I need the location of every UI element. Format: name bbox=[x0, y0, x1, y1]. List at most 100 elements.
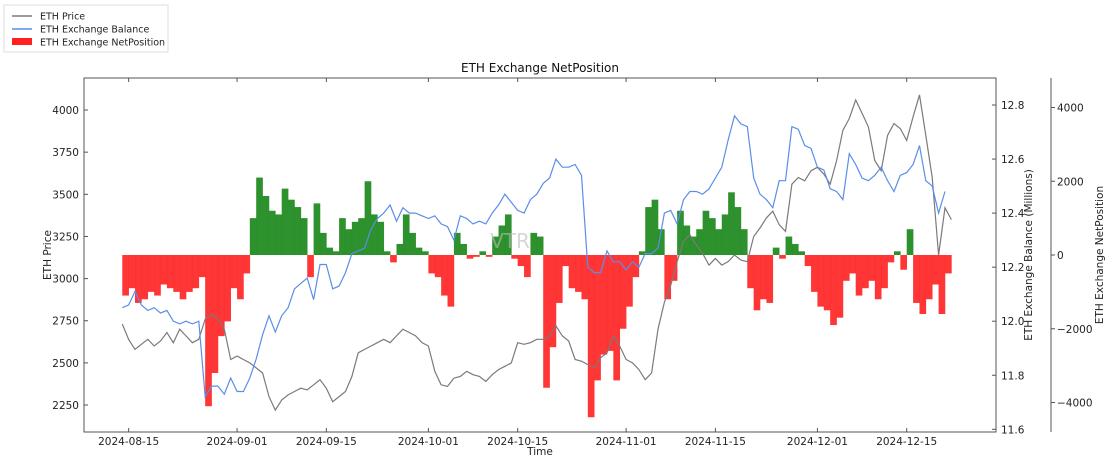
netposition-bar bbox=[517, 255, 525, 267]
netposition-bar bbox=[657, 229, 665, 255]
netposition-bar bbox=[288, 199, 295, 255]
balance-tick-label: 12.8 bbox=[1001, 100, 1024, 112]
netposition-bar bbox=[198, 255, 206, 278]
netposition-bar bbox=[613, 255, 621, 381]
netposition-bar bbox=[358, 218, 365, 255]
netposition-bar bbox=[402, 214, 410, 255]
netposition-bar bbox=[632, 255, 640, 278]
netposition-bar bbox=[932, 255, 939, 285]
netposition-bar bbox=[300, 218, 308, 255]
netposition-bar bbox=[734, 207, 742, 255]
netposition-bar bbox=[160, 255, 168, 285]
netposition-bar bbox=[683, 225, 691, 255]
x-tick-label: 2024-12-01 bbox=[787, 436, 848, 448]
netposition-bar bbox=[275, 214, 283, 255]
netposition-bar bbox=[473, 255, 480, 257]
plot-frame bbox=[83, 77, 997, 433]
netposition-bar bbox=[460, 243, 467, 255]
netposition-bar bbox=[587, 255, 595, 418]
netposition-bar bbox=[294, 207, 302, 255]
netposition-bar bbox=[689, 236, 697, 255]
netposition-bar bbox=[696, 229, 703, 255]
netposition-bar bbox=[709, 218, 716, 255]
netposition-bar bbox=[664, 255, 672, 300]
netposition-bar bbox=[409, 232, 416, 255]
netposition-bar bbox=[791, 243, 799, 255]
netposition-bar bbox=[938, 255, 946, 314]
netposition-bar bbox=[396, 243, 404, 255]
x-tick-label: 2024-12-15 bbox=[876, 436, 937, 448]
netposition-bar bbox=[555, 255, 563, 303]
netposition-bar bbox=[192, 255, 200, 289]
netposition-bar bbox=[944, 255, 952, 274]
netposition-bar bbox=[575, 255, 582, 292]
netposition-bar bbox=[811, 255, 818, 292]
netposition-bar bbox=[721, 214, 729, 255]
legend-label-netposition: ETH Exchange NetPosition bbox=[40, 38, 165, 49]
netposition-bar bbox=[772, 247, 780, 255]
balance-tick-label: 12.4 bbox=[1001, 208, 1025, 220]
legend-label-price: ETH Price bbox=[40, 12, 85, 23]
netposition-bar bbox=[319, 232, 327, 255]
netposition-bar bbox=[823, 255, 831, 311]
netposition-bar bbox=[581, 255, 589, 300]
x-tick-label: 2024-08-15 bbox=[98, 436, 159, 448]
netposition-bar bbox=[256, 177, 263, 255]
netposition-tick-label: −2000 bbox=[1057, 324, 1093, 336]
netposition-bar bbox=[549, 255, 557, 348]
netposition-bar bbox=[919, 255, 927, 314]
netposition-bar bbox=[422, 251, 429, 255]
price-tick-label: 2750 bbox=[52, 316, 79, 328]
netposition-bar bbox=[249, 218, 257, 255]
netposition-bar bbox=[390, 255, 397, 263]
netposition-bar bbox=[511, 255, 518, 259]
netposition-bar bbox=[141, 255, 149, 300]
netposition-bar bbox=[370, 214, 378, 255]
netposition-bar bbox=[925, 255, 933, 300]
netposition-bar bbox=[179, 255, 187, 300]
netposition-bar bbox=[313, 203, 321, 255]
netposition-bar bbox=[237, 255, 244, 300]
netposition-bar bbox=[747, 255, 754, 289]
y-axis-label-netposition: ETH Exchange NetPosition bbox=[1094, 186, 1106, 324]
netposition-tick-label: 4000 bbox=[1057, 103, 1084, 115]
netposition-bar bbox=[626, 255, 633, 307]
x-tick-label: 2024-10-01 bbox=[398, 436, 459, 448]
netposition-bar bbox=[485, 255, 493, 257]
balance-tick-label: 11.6 bbox=[1001, 424, 1025, 436]
netposition-tick-label: −4000 bbox=[1057, 398, 1093, 410]
netposition-bar bbox=[677, 210, 684, 255]
netposition-bar bbox=[364, 181, 372, 255]
netposition-bar bbox=[466, 255, 474, 259]
price-tick-label: 4000 bbox=[52, 105, 79, 117]
netposition-bar bbox=[447, 255, 455, 307]
netposition-bar bbox=[530, 232, 538, 255]
netposition-bar bbox=[900, 255, 908, 270]
netposition-bar bbox=[893, 251, 901, 255]
balance-tick-label: 12.6 bbox=[1001, 154, 1025, 166]
netposition-bar bbox=[798, 251, 805, 255]
x-tick-label: 2024-11-01 bbox=[596, 436, 657, 448]
balance-tick-label: 11.8 bbox=[1001, 370, 1024, 382]
netposition-bar bbox=[645, 207, 652, 255]
netposition-bar bbox=[874, 255, 882, 300]
chart-title: ETH Exchange NetPosition bbox=[461, 61, 619, 75]
netposition-bar bbox=[728, 192, 735, 255]
netposition-bar bbox=[498, 225, 506, 255]
netposition-bar bbox=[166, 255, 174, 289]
netposition-bar bbox=[351, 221, 359, 255]
netposition-bar bbox=[906, 229, 914, 255]
netposition-bar bbox=[536, 236, 544, 255]
netposition-bar bbox=[154, 255, 161, 296]
netposition-bar bbox=[562, 255, 569, 267]
netposition-tick-label: 2000 bbox=[1057, 176, 1084, 188]
netposition-bar bbox=[804, 255, 812, 267]
netposition-bar bbox=[817, 255, 825, 307]
netposition-bar bbox=[377, 221, 385, 255]
netposition-bar bbox=[740, 229, 748, 255]
netposition-bar bbox=[913, 255, 920, 303]
netposition-bar bbox=[453, 232, 461, 255]
netposition-bar bbox=[479, 251, 487, 255]
netposition-bar bbox=[230, 255, 238, 289]
netposition-bar bbox=[766, 255, 774, 303]
